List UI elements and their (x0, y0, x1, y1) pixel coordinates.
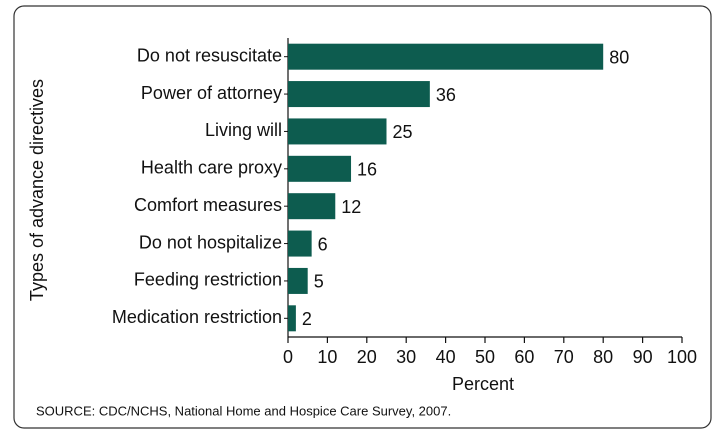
bar (288, 305, 296, 332)
y-tick-label: Do not hospitalize (139, 232, 282, 252)
bar (288, 193, 336, 220)
y-tick-label: Health care proxy (141, 158, 282, 178)
x-tick-label: 70 (554, 347, 574, 367)
value-label: 5 (314, 272, 324, 292)
value-label: 6 (318, 234, 328, 254)
y-tick-label: Feeding restriction (134, 270, 282, 290)
bar (288, 118, 387, 145)
y-tick-label: Power of attorney (141, 83, 282, 103)
value-label: 12 (341, 197, 361, 217)
x-tick-label: 40 (436, 347, 456, 367)
frame (13, 5, 712, 429)
bar (288, 81, 430, 108)
bar (288, 43, 604, 70)
value-label: 2 (302, 309, 312, 329)
value-label: 80 (609, 47, 629, 67)
y-tick-label: Living will (205, 120, 282, 140)
y-tick-label: Comfort measures (134, 195, 282, 215)
x-tick-label: 90 (633, 347, 653, 367)
y-tick-label: Do not resuscitate (137, 45, 282, 65)
x-tick-label: 30 (396, 347, 416, 367)
x-tick-label: 100 (667, 347, 697, 367)
value-label: 36 (436, 85, 456, 105)
x-tick-label: 50 (475, 347, 495, 367)
value-label: 25 (393, 122, 413, 142)
x-tick-label: 80 (593, 347, 613, 367)
x-tick-label: 60 (514, 347, 534, 367)
x-axis-label: Percent (452, 374, 514, 394)
y-tick-label: Medication restriction (112, 307, 282, 327)
bar (288, 267, 308, 294)
x-tick-label: 20 (357, 347, 377, 367)
source-note: SOURCE: CDC/NCHS, National Home and Hosp… (36, 403, 451, 418)
x-tick-label: 10 (317, 347, 337, 367)
x-tick-label: 0 (283, 347, 293, 367)
value-label: 16 (357, 160, 377, 180)
bar (288, 155, 352, 182)
bar (288, 230, 312, 257)
y-axis-label: Types of advance directives (27, 79, 47, 301)
